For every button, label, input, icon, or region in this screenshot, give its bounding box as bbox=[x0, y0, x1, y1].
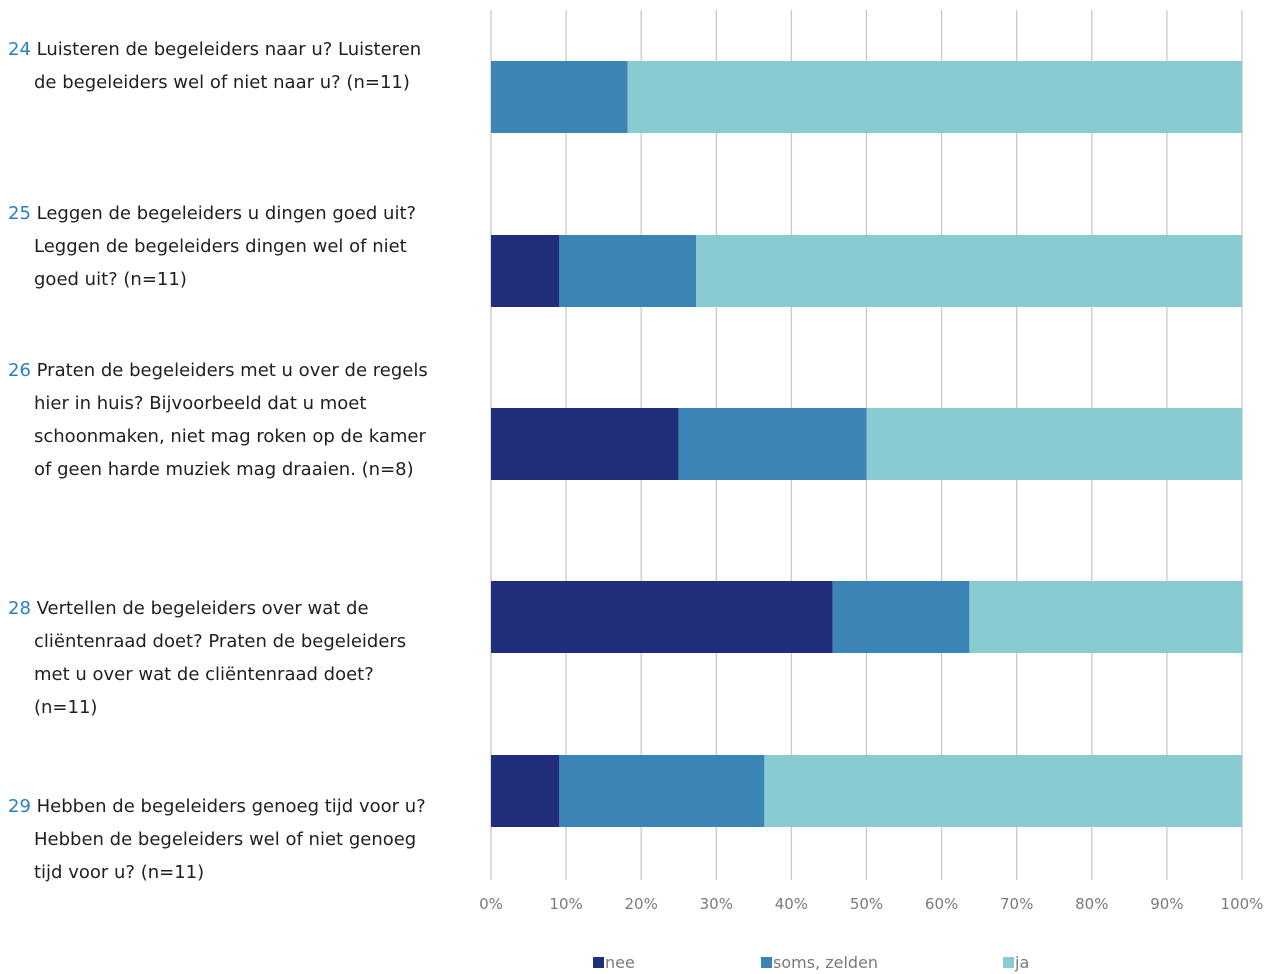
x-tick-label: 90% bbox=[1150, 895, 1183, 913]
legend-swatch bbox=[1003, 957, 1014, 968]
x-tick-label: 70% bbox=[1000, 895, 1033, 913]
bar-segment-nee bbox=[491, 408, 679, 480]
question-text: Vertellen de begeleiders over wat de cli… bbox=[34, 598, 407, 718]
bar-segment-ja bbox=[969, 581, 1243, 653]
x-tick-label: 20% bbox=[625, 895, 658, 913]
bar-segment-ja bbox=[764, 755, 1242, 827]
question-number: 25 bbox=[8, 203, 31, 224]
bar-segment-soms-zelden bbox=[559, 235, 697, 307]
bar-segment-ja bbox=[627, 61, 1242, 133]
question-number: 28 bbox=[8, 598, 31, 619]
bar-segment-soms-zelden bbox=[678, 408, 867, 480]
question-text: Hebben de begeleiders genoeg tijd voor u… bbox=[34, 796, 426, 883]
bar-segment-soms-zelden bbox=[832, 581, 970, 653]
category-label: 29 Hebben de begeleiders genoeg tijd voo… bbox=[8, 790, 433, 889]
question-number: 24 bbox=[8, 39, 31, 60]
x-tick-label: 0% bbox=[479, 895, 503, 913]
legend-swatch bbox=[593, 957, 604, 968]
question-text: Praten de begeleiders met u over de rege… bbox=[34, 360, 428, 480]
bar-segment-soms-zelden bbox=[559, 755, 765, 827]
legend-item: nee bbox=[593, 953, 635, 972]
legend-item: soms, zelden bbox=[761, 953, 878, 972]
x-axis-ticks: 0% 10% 20% 30% 40% 50% 60% 70% 80% 90% 100% bbox=[479, 895, 1263, 913]
question-text: Luisteren de begeleiders naar u? Luister… bbox=[34, 39, 422, 93]
bar-segment-nee bbox=[491, 235, 560, 307]
bar-segment-ja bbox=[866, 408, 1242, 480]
category-label: 26 Praten de begeleiders met u over de r… bbox=[8, 354, 433, 486]
x-tick-label: 50% bbox=[850, 895, 883, 913]
legend-label: nee bbox=[605, 953, 635, 972]
bars bbox=[491, 61, 1243, 827]
x-tick-label: 80% bbox=[1075, 895, 1108, 913]
legend-item: ja bbox=[1003, 953, 1029, 972]
x-tick-label: 30% bbox=[700, 895, 733, 913]
bar-segment-nee bbox=[491, 581, 833, 653]
bar-segment-ja bbox=[696, 235, 1242, 307]
bar-segment-nee bbox=[491, 755, 560, 827]
category-label: 24 Luisteren de begeleiders naar u? Luis… bbox=[8, 33, 433, 99]
x-tick-label: 100% bbox=[1221, 895, 1264, 913]
category-label: 28 Vertellen de begeleiders over wat de … bbox=[8, 592, 433, 724]
category-label: 25 Leggen de begeleiders u dingen goed u… bbox=[8, 197, 433, 296]
question-number: 29 bbox=[8, 796, 31, 817]
x-tick-label: 60% bbox=[925, 895, 958, 913]
legend-label: soms, zelden bbox=[773, 953, 878, 972]
legend-swatch bbox=[761, 957, 772, 968]
legend-label: ja bbox=[1014, 953, 1029, 972]
bar-segment-soms-zelden bbox=[491, 61, 628, 133]
legend: nee soms, zelden ja bbox=[593, 953, 1029, 972]
x-tick-label: 40% bbox=[775, 895, 808, 913]
question-text: Leggen de begeleiders u dingen goed uit?… bbox=[34, 203, 417, 290]
x-tick-label: 10% bbox=[549, 895, 582, 913]
question-number: 26 bbox=[8, 360, 31, 381]
